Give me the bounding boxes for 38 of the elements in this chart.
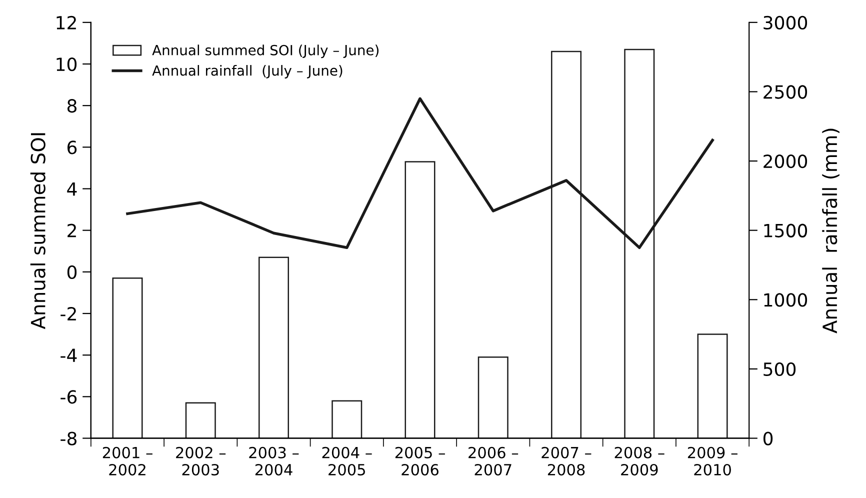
bar [332, 400, 362, 438]
legend-label: Annual summed SOI (July – June) [152, 44, 379, 58]
y-tick-label: 12 [56, 16, 76, 30]
y2-axis-title: Annual rainfall (mm) [822, 128, 840, 334]
y2-tick-label: 0 [763, 432, 773, 446]
bar [478, 356, 508, 438]
x-tick-label: 2007 – 2008 [542, 446, 592, 476]
y-tick-label: -2 [60, 306, 76, 320]
bar [404, 161, 436, 438]
bar [697, 334, 728, 438]
x-tick-label: 2001 – 2002 [102, 446, 152, 476]
y-tick-label: -4 [60, 348, 77, 362]
y2-tick-label: 1000 [764, 293, 808, 307]
x-tick-label: 2009 – 2010 [688, 446, 738, 476]
y-axis-title: Annual summed SOI [30, 133, 46, 330]
y2-tick-label: 500 [764, 362, 796, 376]
x-tick-label: 2005 – 2006 [395, 446, 445, 476]
y-tick-label: -6 [60, 390, 77, 404]
y-tick-label: 4 [67, 182, 77, 196]
y-tick-label: -8 [60, 432, 76, 446]
x-tick-label: 2002 – 2003 [176, 446, 226, 476]
x-tick-label: 2004 – 2005 [322, 446, 372, 476]
x-tick-label: 2008 – 2009 [614, 446, 664, 476]
y-tick-label: 8 [67, 99, 76, 113]
bar [258, 256, 290, 438]
legend-label: Annual rainfall (July – June) [152, 65, 342, 78]
x-tick-label: 2006 – 2007 [468, 446, 518, 476]
bar [112, 278, 143, 438]
y-tick-label: 10 [56, 57, 77, 72]
y2-tick-label: 2000 [764, 154, 808, 168]
y2-tick-label: 2500 [764, 85, 808, 99]
y-tick-label: 0 [67, 265, 77, 280]
y2-tick-label: 1500 [764, 224, 808, 238]
y-tick-label: 2 [68, 224, 76, 238]
y2-tick-label: 3000 [764, 16, 808, 30]
x-tick-label: 2003 – 2004 [249, 446, 299, 476]
y-tick-label: 6 [68, 140, 77, 154]
bar [185, 402, 216, 438]
